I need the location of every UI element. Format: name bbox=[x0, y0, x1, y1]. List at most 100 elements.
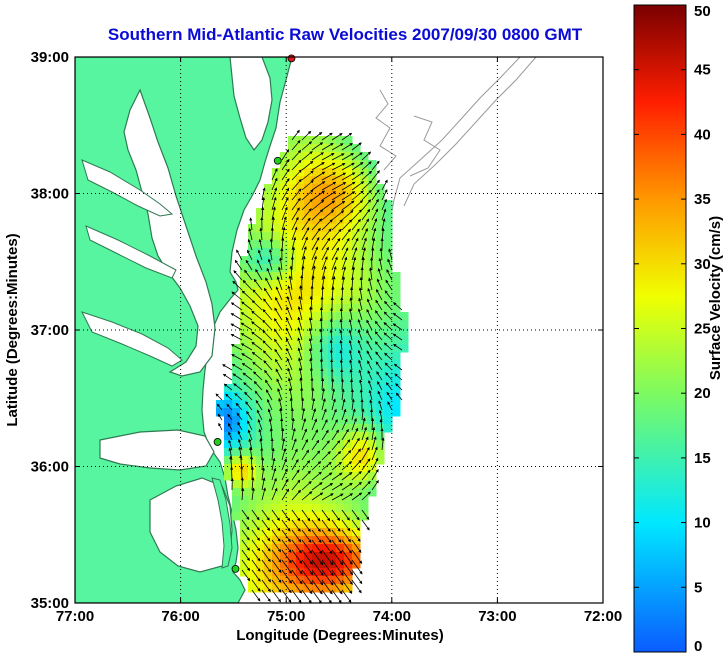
velocity-arrow bbox=[341, 579, 353, 594]
velocity-cell bbox=[392, 296, 401, 305]
velocity-arrow bbox=[331, 143, 344, 151]
velocity-arrow bbox=[271, 549, 282, 563]
velocity-arrow bbox=[351, 579, 362, 594]
velocity-arrow bbox=[251, 300, 263, 311]
velocity-arrow bbox=[381, 437, 385, 451]
velocity-cell bbox=[280, 576, 289, 585]
velocity-cell bbox=[240, 496, 249, 505]
velocity-cell bbox=[264, 304, 273, 313]
velocity-cell bbox=[328, 568, 337, 577]
velocity-arrow bbox=[301, 170, 314, 181]
velocity-cell bbox=[264, 368, 273, 377]
velocity-cell bbox=[256, 368, 265, 377]
velocity-arrow bbox=[321, 256, 328, 271]
velocity-cell bbox=[352, 208, 361, 217]
velocity-cell bbox=[344, 520, 353, 529]
velocity-arrow bbox=[241, 569, 251, 582]
velocity-cell bbox=[256, 568, 265, 577]
velocity-arrow bbox=[371, 189, 380, 201]
velocity-arrow bbox=[351, 152, 363, 161]
velocity-cell bbox=[312, 344, 321, 353]
velocity-cell bbox=[304, 360, 313, 369]
velocity-arrow bbox=[245, 259, 253, 271]
velocity-cell bbox=[288, 344, 297, 353]
velocity-cell bbox=[336, 208, 345, 217]
velocity-cell bbox=[248, 368, 257, 377]
velocity-cell bbox=[304, 528, 313, 537]
velocity-arrow bbox=[281, 437, 286, 451]
velocity-arrow bbox=[301, 480, 312, 491]
velocity-cell bbox=[368, 400, 377, 409]
velocity-cell bbox=[336, 328, 345, 337]
velocity-cell bbox=[248, 568, 257, 577]
velocity-arrow bbox=[311, 429, 318, 441]
velocity-arrow bbox=[321, 589, 332, 603]
velocity-arrow bbox=[281, 178, 290, 191]
velocity-cell bbox=[280, 552, 289, 561]
velocity-arrow bbox=[301, 217, 311, 231]
velocity-arrow bbox=[251, 549, 261, 562]
velocity-cell bbox=[264, 224, 273, 233]
velocity-arrow bbox=[218, 422, 223, 431]
velocity-arrow bbox=[237, 430, 243, 441]
velocity-cell bbox=[320, 584, 329, 593]
velocity-cell bbox=[304, 568, 313, 577]
velocity-cell bbox=[304, 288, 313, 297]
velocity-arrow bbox=[395, 383, 403, 391]
velocity-arrow bbox=[301, 589, 312, 603]
velocity-cell bbox=[376, 224, 385, 233]
velocity-cell bbox=[336, 528, 345, 537]
velocity-cell bbox=[352, 504, 361, 513]
velocity-arrow bbox=[252, 361, 263, 371]
velocity-cell bbox=[304, 384, 313, 393]
velocity-cell bbox=[352, 544, 361, 553]
velocity-cell bbox=[264, 376, 273, 385]
velocity-arrow bbox=[301, 549, 313, 565]
velocity-cell bbox=[224, 448, 233, 457]
velocity-cell bbox=[352, 240, 361, 249]
velocity-arrow bbox=[236, 412, 243, 421]
velocity-arrow bbox=[331, 450, 342, 461]
velocity-cell bbox=[280, 272, 289, 281]
velocity-cell bbox=[288, 208, 297, 217]
velocity-cell bbox=[296, 512, 305, 521]
velocity-cell bbox=[248, 504, 257, 513]
velocity-arrow bbox=[351, 549, 363, 564]
velocity-cell bbox=[344, 200, 353, 209]
velocity-arrow bbox=[271, 487, 278, 501]
velocity-cell bbox=[312, 504, 321, 513]
velocity-cell bbox=[320, 440, 329, 449]
velocity-cell bbox=[360, 504, 369, 513]
velocity-cell bbox=[272, 472, 281, 481]
velocity-cell bbox=[296, 480, 305, 489]
velocity-cell bbox=[264, 472, 273, 481]
velocity-cell bbox=[296, 216, 305, 225]
velocity-cell bbox=[336, 488, 345, 497]
velocity-cell bbox=[352, 200, 361, 209]
velocity-cell bbox=[280, 280, 289, 289]
velocity-cell bbox=[240, 480, 249, 489]
map-grid bbox=[75, 57, 603, 603]
velocity-arrow bbox=[291, 448, 298, 461]
velocity-cell bbox=[360, 152, 369, 161]
velocity-arrow bbox=[339, 307, 343, 321]
velocity-cell bbox=[264, 320, 273, 329]
velocity-cell bbox=[368, 336, 377, 345]
velocity-cell bbox=[296, 424, 305, 433]
velocity-cell bbox=[320, 296, 329, 305]
velocity-cell bbox=[264, 552, 273, 561]
velocity-arrow bbox=[271, 589, 281, 603]
velocity-cell bbox=[336, 160, 345, 169]
velocity-cell bbox=[280, 216, 289, 225]
velocity-arrow bbox=[286, 295, 293, 311]
velocity-cell bbox=[280, 288, 289, 297]
velocity-cell bbox=[240, 392, 249, 401]
velocity-cell bbox=[272, 528, 281, 537]
velocity-cell bbox=[384, 288, 393, 297]
velocity-arrow bbox=[290, 256, 295, 271]
velocity-arrow bbox=[301, 559, 314, 576]
velocity-cell bbox=[288, 224, 297, 233]
velocity-arrow bbox=[251, 310, 263, 321]
velocity-arrow bbox=[331, 569, 344, 586]
velocity-cell bbox=[344, 264, 353, 273]
